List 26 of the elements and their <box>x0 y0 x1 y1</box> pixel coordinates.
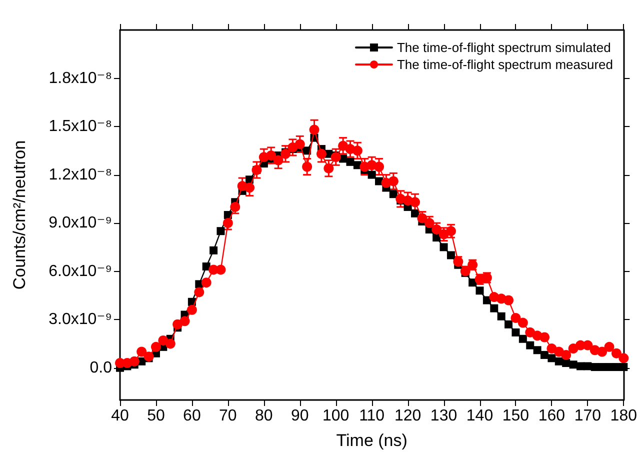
x-tick-label: 80 <box>255 408 273 424</box>
y-tick-label: 3.0x10⁻⁹ <box>48 311 112 328</box>
x-axis-title: Time (ns) <box>336 431 408 450</box>
x-tick-label: 150 <box>502 408 530 424</box>
x-tick-label: 50 <box>147 408 165 424</box>
x-tick-label: 170 <box>574 408 602 424</box>
y-tick-label: 0.0 <box>90 359 112 376</box>
x-tick-label: 110 <box>359 408 385 424</box>
x-tick-label: 130 <box>430 408 458 424</box>
x-tick-label: 70 <box>219 408 237 424</box>
y-tick-label: 9.0x10⁻⁹ <box>48 214 112 232</box>
y-tick-label: 1.2x10⁻⁸ <box>48 166 112 184</box>
x-tick-label: 60 <box>183 408 201 424</box>
x-tick-label: 120 <box>394 408 422 424</box>
x-tick-label: 40 <box>111 408 129 424</box>
y-tick-label: 6.0x10⁻⁹ <box>48 262 112 280</box>
x-tick-label: 90 <box>290 408 309 424</box>
x-tick-label: 180 <box>610 408 638 424</box>
y-tick-label: 1.5x10⁻⁸ <box>48 118 112 136</box>
x-tick-label: 100 <box>322 408 350 424</box>
x-tick-label: 160 <box>538 408 566 424</box>
y-tick-label: 1.8x10⁻⁸ <box>48 70 112 87</box>
legend-label: The time-of-flight spectrum measured <box>396 57 614 72</box>
legend-label: The time-of-flight spectrum simulated <box>396 40 611 55</box>
y-axis-title: Counts/cm²/neutron <box>10 140 29 290</box>
x-tick-label: 140 <box>466 408 494 424</box>
